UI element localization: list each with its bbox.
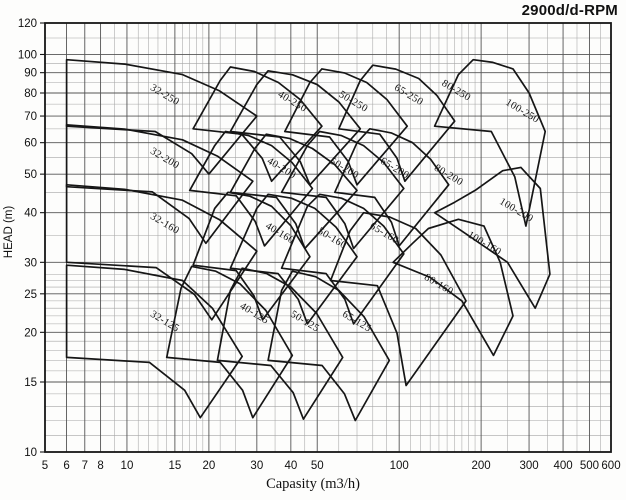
x-tick-label: 40 — [284, 460, 297, 472]
x-tick-label: 30 — [250, 460, 263, 472]
region-outline-80-200 — [333, 127, 450, 247]
region-outline-32-200 — [65, 124, 254, 245]
region-label-100-160: 100-160 — [465, 229, 502, 258]
x-tick-label: 15 — [168, 460, 181, 472]
region-outline-100-250 — [433, 58, 547, 227]
y-tick-label: 100 — [18, 49, 37, 61]
y-tick-label: 25 — [24, 289, 37, 301]
x-tick-label: 6 — [63, 460, 69, 472]
region-label-40-125: 40-125 — [238, 301, 271, 327]
x-tick-label: 500 — [580, 460, 599, 472]
x-tick-label: 50 — [311, 460, 324, 472]
region-outline-100-160 — [392, 218, 514, 357]
y-tick-label: 20 — [24, 327, 37, 339]
x-tick-label: 200 — [472, 460, 491, 472]
x-tick-label: 7 — [82, 460, 88, 472]
y-tick-label: 15 — [24, 377, 37, 389]
x-tick-label: 8 — [97, 460, 103, 472]
x-axis-title: Capasity (m3/h) — [266, 476, 360, 492]
region-label-80-250: 80-250 — [440, 78, 473, 104]
region-label-32-200: 32-200 — [148, 146, 181, 172]
region-outline-100-200 — [433, 166, 551, 310]
y-tick-label: 30 — [24, 257, 37, 269]
x-tick-label: 600 — [601, 460, 620, 472]
region-outline-50-125 — [216, 267, 344, 420]
region-outline-50-160 — [229, 193, 358, 325]
region-outline-40-160 — [192, 191, 311, 321]
x-tick-label: 5 — [42, 460, 48, 472]
region-outline-50-200 — [229, 133, 358, 250]
y-tick-label: 90 — [24, 68, 37, 80]
region-outline-65-125 — [267, 270, 391, 422]
y-tick-label: 10 — [24, 447, 37, 459]
region-outline-65-250 — [283, 68, 409, 186]
x-tick-label: 100 — [390, 460, 409, 472]
region-outline-32-125 — [65, 264, 244, 419]
region-outline-32-160 — [65, 183, 258, 321]
region-outline-65-200 — [280, 130, 405, 250]
region-label-100-250: 100-250 — [503, 97, 540, 126]
x-tick-label: 300 — [519, 460, 538, 472]
y-tick-label: 60 — [24, 138, 37, 150]
region-label-65-125: 65-125 — [340, 309, 373, 335]
x-tick-label: 400 — [553, 460, 572, 472]
region-outline-32-250 — [65, 58, 258, 175]
y-tick-label: 50 — [24, 169, 37, 181]
region-outline-80-250 — [337, 64, 456, 183]
y-axis-title: HEAD (m) — [3, 205, 15, 259]
y-tick-label: 40 — [24, 208, 37, 220]
y-tick-label: 80 — [24, 88, 37, 100]
region-label-32-160: 32-160 — [148, 211, 181, 237]
region-outline-40-125 — [165, 265, 294, 419]
region-label-50-200: 50-200 — [328, 156, 361, 182]
y-tick-label: 70 — [24, 111, 37, 123]
chart-title: 2900d/d-RPM — [521, 2, 618, 19]
region-outline-40-200 — [188, 130, 314, 247]
region-outline-50-250 — [229, 69, 362, 186]
x-tick-label: 10 — [121, 460, 134, 472]
plot-frame — [44, 22, 612, 453]
x-tick-label: 20 — [202, 460, 215, 472]
y-tick-label: 120 — [18, 18, 37, 30]
region-outline-80-160 — [329, 211, 467, 387]
